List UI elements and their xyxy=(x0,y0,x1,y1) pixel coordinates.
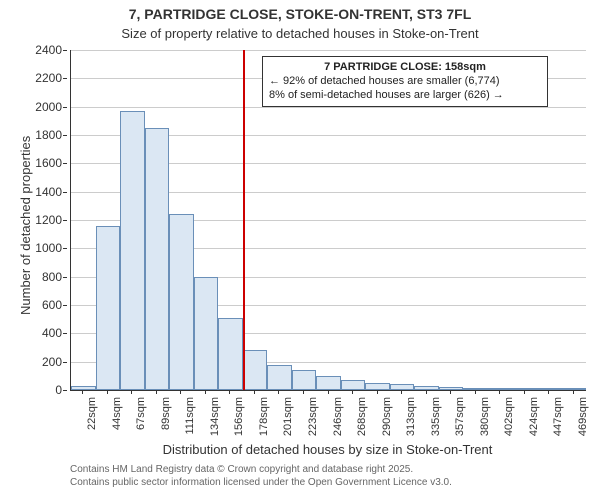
histogram-bar xyxy=(71,386,96,390)
x-tick: 335sqm xyxy=(430,397,442,497)
info-box-smaller: ← 92% of detached houses are smaller (6,… xyxy=(269,75,541,89)
x-tick: 44sqm xyxy=(111,397,123,497)
x-tick: 246sqm xyxy=(332,397,344,497)
x-tick: 134sqm xyxy=(209,397,221,497)
x-tick-mark xyxy=(278,390,279,394)
histogram-bar xyxy=(341,380,366,390)
x-tick: 380sqm xyxy=(479,397,491,497)
chart-container: 7, PARTRIDGE CLOSE, STOKE-ON-TRENT, ST3 … xyxy=(0,0,600,500)
y-tick: 400 xyxy=(0,326,62,340)
histogram-bar xyxy=(292,370,317,390)
y-tick: 800 xyxy=(0,270,62,284)
histogram-bar xyxy=(365,383,390,390)
x-tick: 89sqm xyxy=(160,397,172,497)
x-tick-mark xyxy=(229,390,230,394)
x-tick-mark xyxy=(426,390,427,394)
info-box-title: 7 PARTRIDGE CLOSE: 158sqm xyxy=(269,61,541,75)
y-tick: 200 xyxy=(0,355,62,369)
x-tick: 290sqm xyxy=(381,397,393,497)
histogram-bar xyxy=(218,318,243,390)
x-tick-mark xyxy=(377,390,378,394)
histogram-bar xyxy=(120,111,145,390)
x-tick: 67sqm xyxy=(135,397,147,497)
x-tick: 357sqm xyxy=(454,397,466,497)
histogram-bar xyxy=(145,128,170,390)
histogram-bar xyxy=(316,376,341,390)
y-tick: 2000 xyxy=(0,100,62,114)
x-tick-mark xyxy=(499,390,500,394)
x-tick: 22sqm xyxy=(86,397,98,497)
chart-subtitle: Size of property relative to detached ho… xyxy=(0,26,600,41)
histogram-bar xyxy=(169,214,194,390)
x-tick: 402sqm xyxy=(503,397,515,497)
x-tick-mark xyxy=(573,390,574,394)
x-tick: 424sqm xyxy=(528,397,540,497)
histogram-bar xyxy=(243,350,268,390)
x-tick-mark xyxy=(524,390,525,394)
x-tick-mark xyxy=(205,390,206,394)
x-tick: 178sqm xyxy=(258,397,270,497)
y-tick: 600 xyxy=(0,298,62,312)
x-tick-mark xyxy=(475,390,476,394)
histogram-bar xyxy=(96,226,121,390)
y-tick: 2200 xyxy=(0,71,62,85)
x-tick-mark xyxy=(131,390,132,394)
y-tick: 1800 xyxy=(0,128,62,142)
x-tick-mark xyxy=(303,390,304,394)
x-tick: 447sqm xyxy=(552,397,564,497)
y-tick: 1400 xyxy=(0,185,62,199)
y-tick: 1600 xyxy=(0,156,62,170)
x-tick-mark xyxy=(82,390,83,394)
chart-title: 7, PARTRIDGE CLOSE, STOKE-ON-TRENT, ST3 … xyxy=(0,6,600,22)
x-tick: 313sqm xyxy=(405,397,417,497)
x-tick: 156sqm xyxy=(233,397,245,497)
info-box-larger: 8% of semi-detached houses are larger (6… xyxy=(269,89,541,103)
histogram-bar xyxy=(267,365,292,391)
histogram-bar xyxy=(194,277,219,390)
marker-line xyxy=(243,50,245,390)
x-tick-mark xyxy=(548,390,549,394)
x-tick-mark xyxy=(352,390,353,394)
y-tick: 1200 xyxy=(0,213,62,227)
grid-line xyxy=(71,50,586,51)
y-tick: 2400 xyxy=(0,43,62,57)
x-tick: 469sqm xyxy=(577,397,589,497)
y-tick: 1000 xyxy=(0,241,62,255)
x-tick-mark xyxy=(254,390,255,394)
x-tick-mark xyxy=(450,390,451,394)
x-tick: 268sqm xyxy=(356,397,368,497)
info-box: 7 PARTRIDGE CLOSE: 158sqm ← 92% of detac… xyxy=(262,56,548,107)
y-tick: 0 xyxy=(0,383,62,397)
x-tick: 223sqm xyxy=(307,397,319,497)
x-tick-mark xyxy=(328,390,329,394)
x-tick-mark xyxy=(156,390,157,394)
x-tick: 201sqm xyxy=(282,397,294,497)
x-tick-mark xyxy=(107,390,108,394)
x-tick: 111sqm xyxy=(184,397,196,497)
x-tick-mark xyxy=(180,390,181,394)
x-tick-mark xyxy=(401,390,402,394)
